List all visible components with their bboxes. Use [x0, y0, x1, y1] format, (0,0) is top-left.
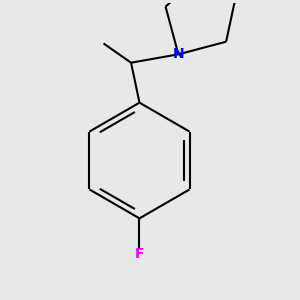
Text: N: N [172, 47, 184, 61]
Text: F: F [135, 247, 144, 261]
